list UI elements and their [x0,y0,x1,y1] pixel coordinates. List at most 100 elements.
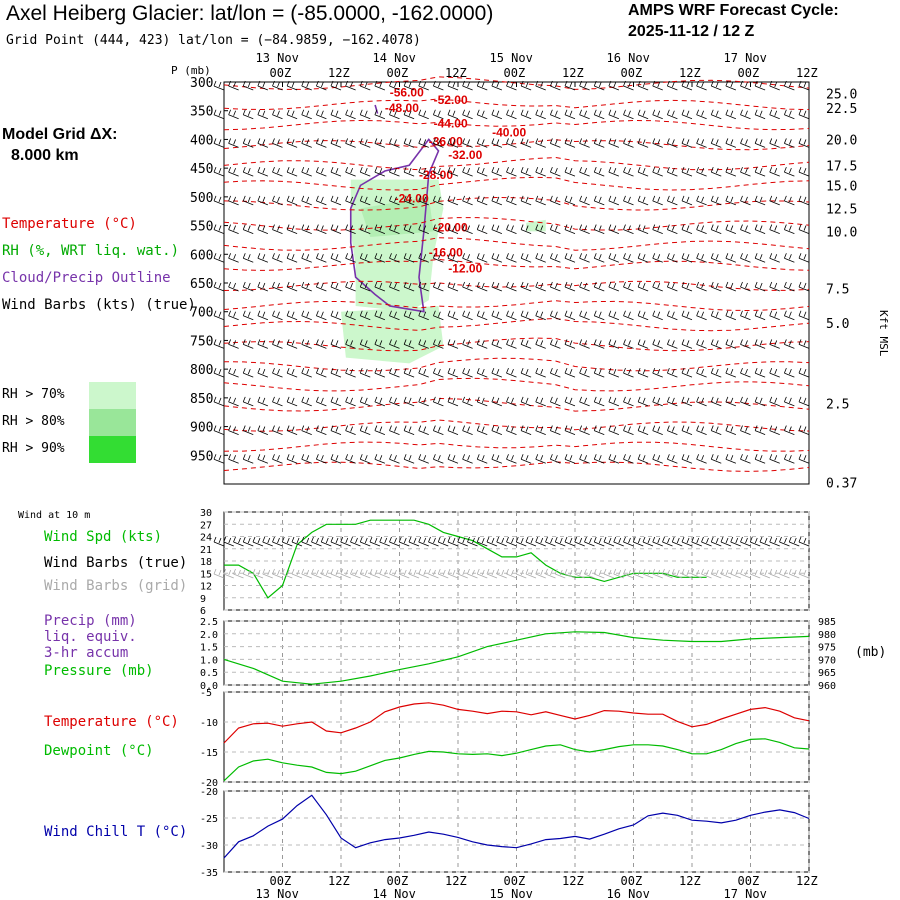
panel-ytick-label: 0.5 [200,668,218,679]
wind-barb [213,281,225,292]
wind-barb [272,281,283,292]
surface-wind-barb-true [437,536,449,547]
isotherm-label: -56.00 [390,85,424,99]
wind-barb [740,109,751,120]
surface-wind-barb-grid [613,568,624,579]
wind-barb [520,339,532,349]
wind-barb [389,166,400,177]
surface-wind-barb-true [798,536,810,547]
wind-barb [213,396,225,407]
wind-barb [374,80,386,91]
wind-barb [637,339,649,349]
wind-barb [433,310,444,321]
wind-barb [769,425,780,435]
wind-barb [345,80,356,91]
wind-barb [345,138,356,148]
wind-barb [506,224,517,234]
surface-wind-barb-true [701,536,712,547]
wind-barb [769,166,780,177]
surface-wind-barb-grid [769,568,780,579]
wind-barb [491,425,503,435]
precip-accum-label: 3-hr accum [44,645,129,661]
pressure-tick-label: 900 [190,421,213,436]
wind-barb [754,310,766,321]
surface-wind-barb-grid [428,568,439,579]
wind-barb [681,166,693,177]
wind-barb [696,310,707,321]
wind-barb [667,166,678,177]
wind-barb [272,138,283,148]
wind-barb [725,339,737,349]
isotherm-contour [223,237,810,251]
wind-barb [506,425,517,435]
surface-wind-barb-grid [291,568,303,579]
day-label-bottom: 16 Nov [607,887,650,900]
surface-wind-barb-grid [359,568,371,579]
surface-wind-barb-true [710,536,722,547]
surface-wind-barb-grid [691,568,702,579]
surface-wind-barb-true [496,536,507,547]
wind-barb [535,281,546,292]
wind-barb [462,138,473,148]
wind-barb [740,80,751,91]
surface-wind-barb-grid [779,568,790,579]
wind-barb [257,454,269,464]
surface-wind-barb-true [788,536,800,547]
wind-barb [374,166,386,177]
wind-barb [242,166,254,177]
surface-wind-barb-grid [749,568,761,579]
wind-barb [418,166,429,177]
wind-barb [667,339,678,349]
wind-barb [228,166,239,177]
wind-barb [374,281,386,292]
wind-barb [345,109,356,120]
wind-barb [784,138,795,148]
isotherm-contour [223,258,810,271]
wind-barb [462,253,473,263]
wind-barb [242,195,254,206]
wind-barb [242,396,254,407]
wind-barb [447,166,459,177]
wind-barb [433,396,444,407]
wind-barb [359,109,371,120]
wind-barb [476,253,488,263]
wind-barb [330,396,342,407]
surface-wind-barb-true [350,536,361,547]
wind-barb [228,253,239,263]
wind-barb [447,109,459,120]
wind-barb [696,80,707,91]
wind-barb [476,310,488,321]
wind-barb [740,367,751,378]
wind-barb [710,367,722,378]
wind-barb [272,339,283,349]
precip-label: Precip (mm) [44,613,137,629]
height-tick-label: 25.0 [826,87,857,102]
wind-barb [272,310,283,321]
wind-barb [213,195,225,206]
wind-barb [696,224,707,234]
wind-barb [272,195,283,206]
pressure-unit-label: (mb) [855,645,887,660]
wind-barb [272,454,283,464]
surface-wind-barb-grid [525,568,537,579]
wind-barb [418,138,429,148]
wind-barb [389,367,400,378]
isotherm-contour [223,357,810,372]
wind-barb [754,195,766,206]
isotherm-label: -40.00 [492,126,526,140]
wind-barb [242,339,254,349]
surface-wind-barb-true [749,536,761,547]
wind-barb [623,339,634,349]
surface-wind-barb-true [272,536,283,547]
wind-barb [301,224,312,234]
wind-barb [286,339,298,349]
wind-barb [403,310,415,321]
wind-barb [345,195,356,206]
wind-barb [593,224,605,234]
wind-barb [359,195,371,206]
wind-barb [608,80,620,91]
isotherm-label: -20.00 [434,220,468,234]
isotherm-contour [223,419,810,432]
wind-barb [491,339,503,349]
panel-ytick-label: -15 [200,748,218,759]
